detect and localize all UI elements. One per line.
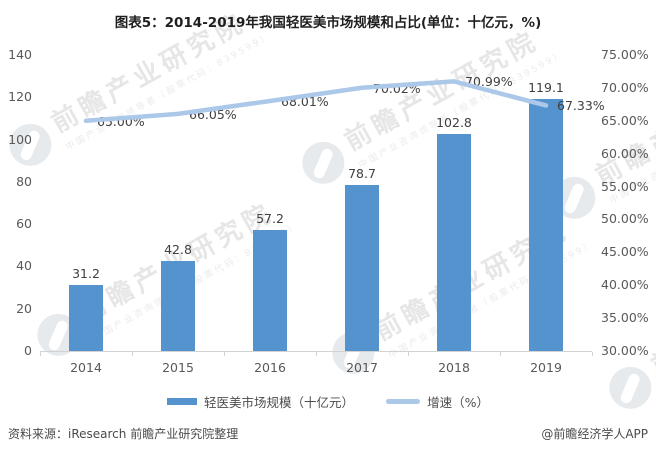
source-note: 资料来源：iResearch 前瞻产业研究院整理 [8, 427, 239, 441]
x-axis-line [40, 351, 592, 352]
right-axis-tick-label: 50.00% [601, 211, 649, 227]
x-axis-tick [592, 352, 593, 356]
right-axis-tick-label: 60.00% [601, 145, 649, 161]
bar-2019 [529, 99, 563, 351]
credit-note: @前瞻经济学人APP [541, 427, 648, 441]
bar-value-label: 31.2 [72, 266, 100, 282]
x-axis-tick [316, 352, 317, 356]
right-axis-tick-label: 35.00% [601, 310, 649, 326]
line-value-label: 66.05% [189, 106, 237, 122]
x-axis-category-label: 2014 [70, 360, 102, 375]
left-axis-tick-label: 80 [16, 173, 32, 189]
bar-2016 [253, 230, 287, 351]
left-axis-tick-label: 0 [24, 343, 32, 358]
bar-value-label: 119.1 [528, 80, 564, 96]
right-axis-tick-label: 70.00% [601, 79, 649, 95]
legend-label-growth-rate: 增速（%） [427, 395, 489, 410]
line-series-marker [386, 399, 421, 404]
left-axis-tick-label: 100 [8, 131, 32, 147]
line-value-label: 67.33% [557, 98, 605, 114]
left-axis-tick-label: 40 [16, 258, 32, 274]
bar-2015 [161, 260, 195, 351]
bar-2017 [345, 184, 379, 351]
legend-item-market-size: 轻医美市场规模（十亿元） [167, 392, 354, 411]
bar-series-marker [167, 398, 198, 405]
x-axis-category-label: 2017 [346, 360, 378, 375]
bar-2018 [437, 133, 471, 351]
footer: 资料来源：iResearch 前瞻产业研究院整理 @前瞻经济学人APP [8, 425, 648, 442]
x-axis-tick [40, 352, 41, 356]
bar-value-label: 57.2 [256, 211, 284, 227]
x-axis-tick [500, 352, 501, 356]
left-axis-tick-label: 60 [16, 216, 32, 232]
line-value-label: 68.01% [281, 93, 329, 109]
x-axis-category-label: 2016 [254, 360, 286, 375]
bar-value-label: 78.7 [348, 165, 376, 181]
bar-value-label: 102.8 [436, 114, 472, 130]
x-axis-category-label: 2015 [162, 360, 194, 375]
x-axis-tick [224, 352, 225, 356]
bar-value-label: 42.8 [164, 241, 192, 257]
right-axis-tick-label: 45.00% [601, 244, 649, 260]
line-value-label: 65.00% [97, 113, 145, 129]
legend-item-growth-rate: 增速（%） [386, 392, 489, 411]
right-axis-tick-label: 65.00% [601, 112, 649, 128]
right-axis-tick-label: 40.00% [601, 277, 649, 293]
right-axis-tick-label: 30.00% [601, 343, 649, 358]
x-axis-category-label: 2018 [438, 360, 470, 375]
left-axis-tick-label: 140 [8, 47, 32, 62]
line-value-label: 70.99% [465, 74, 513, 90]
left-axis-tick-label: 120 [8, 89, 32, 105]
right-axis-tick-label: 75.00% [601, 47, 649, 62]
left-axis-tick-label: 20 [16, 300, 32, 316]
line-value-label: 70.02% [373, 80, 421, 96]
chart-title: 图表5：2014-2019年我国轻医美市场规模和占比(单位：十亿元，%) [114, 15, 542, 31]
legend: 轻医美市场规模（十亿元） 增速（%） [0, 392, 656, 411]
x-axis-category-label: 2019 [530, 360, 562, 375]
x-axis-tick [132, 352, 133, 356]
right-axis-tick-label: 55.00% [601, 178, 649, 194]
bar-2014 [69, 285, 103, 351]
x-axis-tick [408, 352, 409, 356]
legend-label-market-size: 轻医美市场规模（十亿元） [204, 395, 355, 410]
